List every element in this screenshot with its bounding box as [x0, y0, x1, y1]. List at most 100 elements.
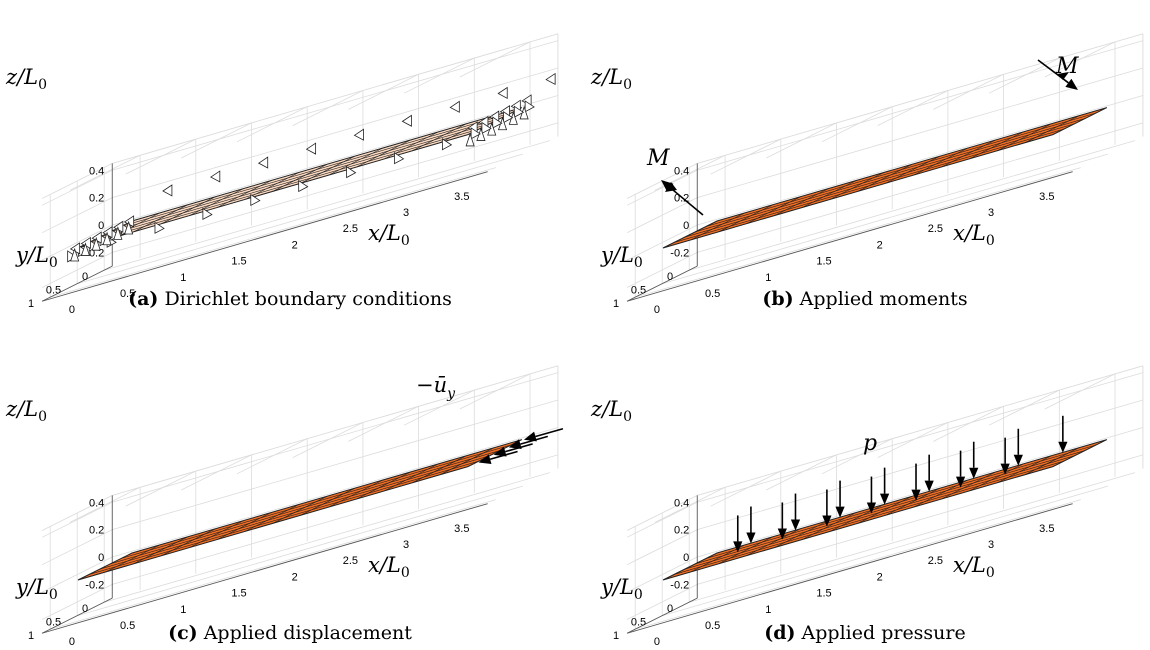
- x-tick-label-3: 1.5: [231, 588, 246, 600]
- mesh-line-x-10: [356, 471, 411, 500]
- support-left-c-4: [80, 242, 91, 256]
- support-near-1: [154, 221, 165, 234]
- grid-y-0: [688, 472, 1135, 603]
- panel-c-plot: 0 0.5 1 1.5 2 2.5 3 3.5 0 0.5 1 0.4 0.2 0 -0.2 x/L0 y/L0…: [5, 365, 564, 648]
- support-near-7: [441, 138, 453, 151]
- mesh-line-x-9: [328, 479, 383, 508]
- pressure-label: p: [863, 431, 877, 456]
- mesh-line-x-2: [718, 204, 773, 233]
- z-axis-label: z/L0: [5, 397, 47, 425]
- mesh-line-x-10: [941, 471, 996, 500]
- moment-left-head2: [665, 182, 677, 192]
- z-tick-label-0: 0.4: [674, 165, 689, 177]
- x-axis-line: [41, 503, 488, 634]
- support-far-2: [257, 156, 269, 169]
- mesh-line-y-1: [706, 112, 1097, 227]
- y-tick-label-1: 0.5: [631, 285, 646, 297]
- y-tick-label-2: 1: [28, 630, 34, 642]
- caption-c-text: Applied displacement: [203, 622, 412, 644]
- mesh-line-x-1: [690, 212, 745, 241]
- mesh-line-x-4: [189, 188, 244, 216]
- mesh-line-y-4: [88, 128, 479, 243]
- mesh-line-x-4: [774, 520, 829, 548]
- mesh-line-x-11: [969, 131, 1024, 160]
- z-tick-label-3: -0.2: [85, 579, 104, 591]
- x-tick-label-2: 1: [180, 272, 186, 284]
- y-tick-label-2: 1: [613, 298, 619, 310]
- support-right-b-5: [470, 127, 481, 140]
- pressure-arrow-4-head: [924, 480, 934, 492]
- z-tick-label-0: 0.4: [674, 497, 689, 509]
- mesh-line-x-13: [1024, 115, 1080, 143]
- moment-left-label: M: [646, 146, 670, 171]
- mesh-line-y-4: [673, 128, 1064, 243]
- z-tick-label-3: -0.2: [670, 579, 689, 591]
- grid-y-0: [103, 472, 550, 603]
- mesh-line-y-1: [706, 444, 1097, 559]
- mesh-line-x-13: [439, 447, 495, 475]
- support-right-b-2: [503, 111, 514, 124]
- mesh-line-x-6: [829, 172, 885, 200]
- displacement-arrow-0-head: [523, 431, 537, 442]
- mesh-line-x-3: [746, 528, 801, 556]
- x-tick-label-4: 2: [877, 239, 883, 251]
- y-tick-label-1: 0.5: [46, 285, 61, 297]
- grid-y-0: [103, 140, 550, 271]
- x-tick-label-0: 0: [69, 636, 75, 648]
- z-tick-label-0: 0.4: [89, 165, 104, 177]
- grid-x-0: [654, 486, 726, 591]
- mesh-line-x-2: [718, 536, 773, 565]
- mesh-line-x-4: [774, 188, 829, 216]
- mesh-line-x-3: [746, 196, 801, 224]
- mesh-line-x-5: [802, 180, 857, 208]
- mesh-line-x-6: [244, 504, 300, 532]
- support-right-b-1: [513, 105, 525, 118]
- mesh-line-x-1: [105, 544, 160, 573]
- pressure-arrow-7-head: [1058, 441, 1068, 453]
- mesh-line-x-13: [1024, 447, 1080, 475]
- x-tick-label-5: 2.5: [343, 555, 358, 567]
- mesh-line-x-12: [412, 455, 467, 484]
- mesh-line-x-11: [384, 131, 439, 160]
- x-tick-label-3: 1.5: [816, 256, 831, 268]
- x-tick-label-6: 3: [988, 207, 994, 219]
- support-near-2: [202, 207, 213, 220]
- moment-right-label: M: [1055, 54, 1079, 79]
- grid-z-3: [41, 122, 559, 288]
- x-tick-label-7: 3.5: [454, 191, 469, 203]
- support-right-b-0: [524, 100, 535, 113]
- mesh-line-x-7: [857, 496, 913, 524]
- mesh-line-x-8: [300, 155, 355, 184]
- x-tick-label-6: 3: [403, 539, 409, 551]
- x-axis-label: x/L0: [368, 553, 410, 581]
- x-tick-label-1: 0.5: [705, 620, 720, 632]
- mesh-line-x-12: [997, 123, 1052, 152]
- grid-z-3: [41, 454, 559, 620]
- mesh-line-y-1: [121, 112, 512, 227]
- displacement-arrow-3-head: [478, 454, 492, 465]
- displacement-arrow-2-head: [493, 446, 507, 457]
- mesh-line-x-1: [690, 544, 745, 573]
- grid-x-0: [69, 486, 141, 591]
- y-axis-line: [41, 597, 113, 634]
- pressure-arrow-6-head: [1013, 454, 1023, 466]
- pressure-arrow-1-head: [790, 519, 801, 531]
- mesh-line-x-8: [885, 155, 940, 184]
- z-tick-label-1: 0.2: [89, 525, 104, 537]
- mesh-line-y-1: [121, 444, 512, 559]
- support-right-c-5: [465, 132, 475, 147]
- displacement-arrow-1-shaft: [520, 435, 549, 445]
- pressure-arrow-11-head: [866, 502, 877, 514]
- x-tick-label-7: 3.5: [454, 523, 469, 535]
- caption-d-text: Applied pressure: [801, 622, 966, 644]
- y-tick-label-2: 1: [28, 298, 34, 310]
- mesh-line-y-2: [695, 118, 1086, 233]
- x-tick-label-1: 0.5: [705, 288, 720, 300]
- x-tick-label-6: 3: [988, 539, 994, 551]
- x-axis-label: x/L0: [953, 221, 995, 249]
- support-near-5: [346, 165, 357, 179]
- caption-a: (a) Dirichlet boundary conditions: [10, 288, 570, 310]
- y-axis-line: [41, 265, 113, 302]
- y-axis-label: y/L0: [600, 243, 643, 271]
- x-tick-label-5: 2.5: [343, 223, 358, 235]
